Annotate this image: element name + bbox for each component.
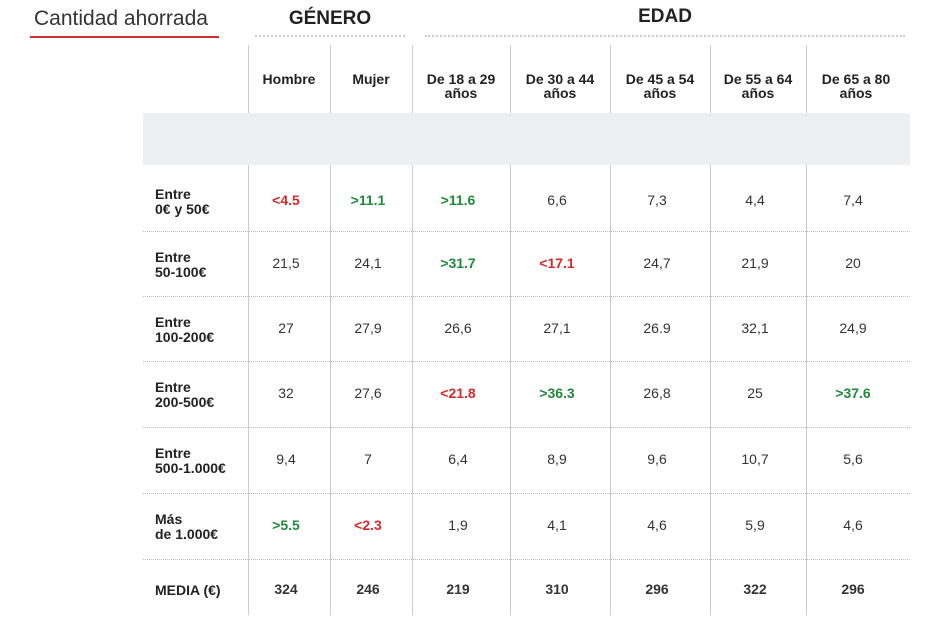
cell: 9,4 [276,451,296,467]
cell: 324 [274,580,298,597]
cell: <2.3 [354,517,382,533]
group-header: EDAD [638,6,692,27]
cell: >5.5 [272,517,300,533]
cell: 296 [645,580,669,597]
cell: 6,4 [448,451,468,467]
column-header: Mujer [352,71,390,87]
cell: 322 [743,580,767,597]
cell: 27,9 [354,319,382,336]
cell: 25 [747,385,763,401]
row-divider [143,427,910,428]
row-label: Más de 1.000€ [155,511,219,542]
cell: 24,9 [839,319,867,336]
title: Cantidad ahorrada [34,7,208,30]
column-header: De 55 a 64 años [723,71,793,101]
row-label: Entre 50-100€ [155,248,207,280]
cell: 5,6 [843,451,863,467]
cell: 10,7 [741,451,769,467]
row-label: Entre 200-500€ [155,379,215,410]
cell: 4,6 [647,517,667,533]
cell: 26.9 [643,319,671,336]
column-header: De 45 a 54 años [625,71,695,101]
cell: <21.8 [440,385,476,401]
cell: 246 [356,580,380,597]
cell: 7,4 [843,192,863,208]
cell: 20 [845,254,861,271]
cell: 310 [545,580,569,597]
column-divider [248,45,249,615]
cell: 27 [278,319,294,336]
cell: 7 [364,451,372,467]
row-label: Entre 100-200€ [155,313,215,345]
column-divider [412,45,413,615]
cell: >37.6 [835,385,871,401]
cell: 4,4 [745,192,765,208]
row-divider [143,559,910,560]
row-divider [143,493,910,494]
cell: 4,1 [547,517,567,533]
cell: 296 [841,580,865,597]
column-divider [330,45,331,615]
title-underline [30,36,219,38]
row-divider [143,361,910,362]
cell: 6,6 [547,192,567,208]
cell: >31.7 [440,254,476,271]
column-divider [510,45,511,615]
cell: 32 [278,385,294,401]
cell: >36.3 [539,385,575,401]
cell: 21,5 [272,254,300,271]
cell: 219 [446,580,470,597]
row-label: Entre 0€ y 50€ [155,186,210,217]
cell: >11.6 [440,192,476,208]
row-label: MEDIA (€) [155,582,221,598]
group-header: GÉNERO [288,8,372,29]
cell: 21,9 [741,254,769,271]
group-rule [425,35,905,37]
row-divider [143,296,910,297]
cell: 26,8 [643,385,671,401]
row-label: Entre 500-1.000€ [155,445,226,476]
cell: 27,1 [543,319,571,336]
cell: 27,6 [354,385,382,401]
cell: 26,6 [444,319,472,336]
row-divider [143,231,910,232]
cell: 24,1 [354,254,382,271]
group-rule [255,35,405,37]
cell: <17.1 [539,254,575,271]
column-header: De 18 a 29 años [426,71,496,101]
cell: 24,7 [643,254,671,271]
cell: <4.5 [272,192,300,208]
column-divider [710,45,711,615]
cell: 1,9 [448,517,468,533]
cell: 5,9 [745,517,765,533]
column-divider [610,45,611,615]
column-header: De 30 a 44 años [525,71,595,101]
column-header: Hombre [262,71,316,87]
cell: 32,1 [741,319,769,336]
band [143,113,910,165]
column-divider [806,45,807,615]
cell: 4,6 [843,517,863,533]
cell: 7,3 [647,192,667,208]
cell: 9,6 [647,451,667,467]
cell: >11.1 [350,192,386,208]
column-header: De 65 a 80 años [821,71,891,101]
cell: 8,9 [547,451,567,467]
